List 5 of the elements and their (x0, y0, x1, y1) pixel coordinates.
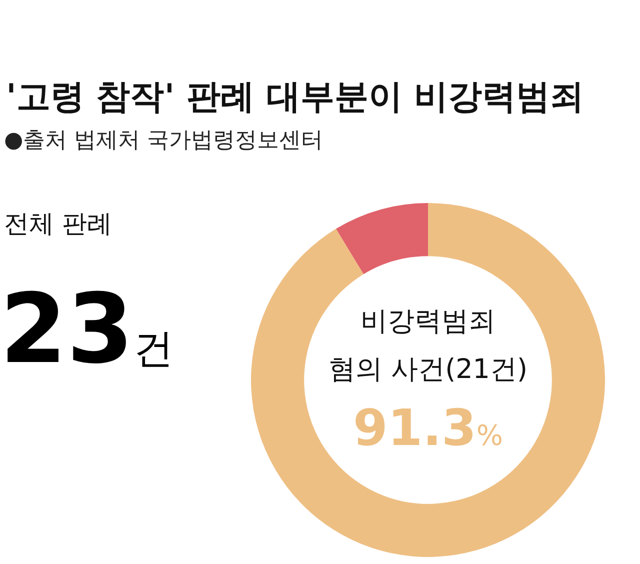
chart-subtitle: ●출처 법제처 국가법령정보센터 (4, 128, 324, 153)
slice-label: 비강력범죄 혐의 사건(21건) (328, 306, 528, 385)
chart-title: '고령 참작' 판례 대부분이 비강력범죄 (6, 77, 584, 117)
text: 전체 판례 (4, 209, 112, 238)
data-label: 91.3% (353, 399, 503, 457)
